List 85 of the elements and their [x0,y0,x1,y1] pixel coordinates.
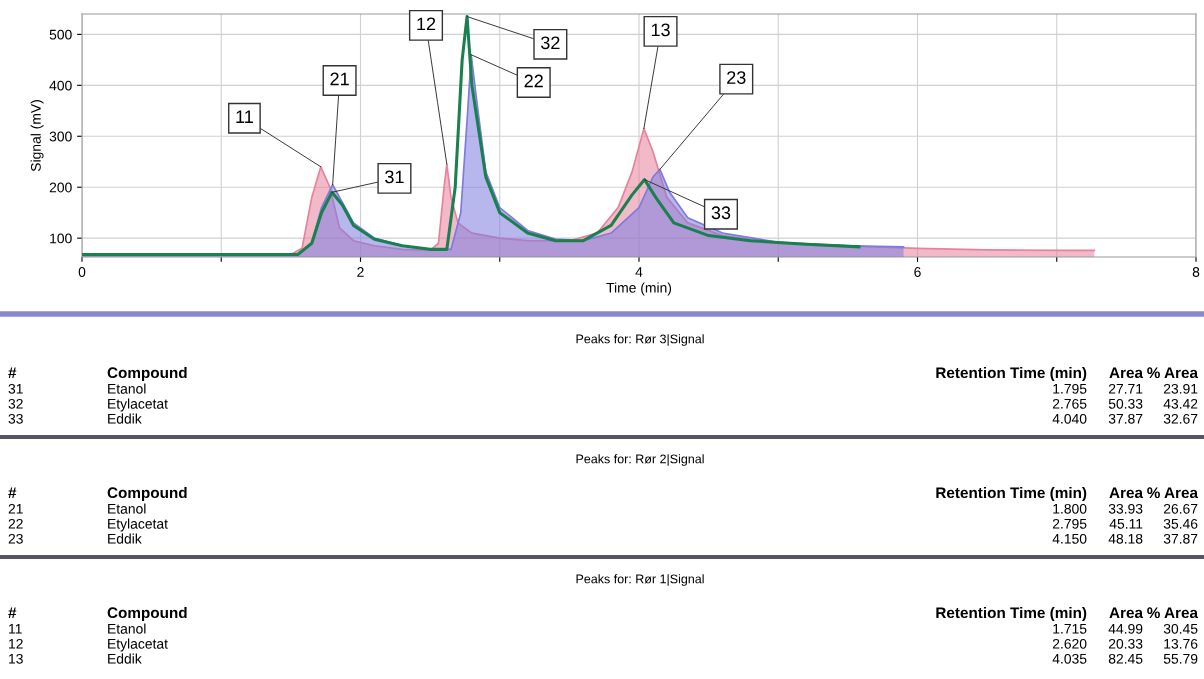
annotation: 13 [651,23,670,37]
text: 82.45 [1108,653,1143,664]
annotation: 32 [541,36,560,50]
text: 1.800 [1053,503,1087,514]
text: 48.18 [1108,533,1143,544]
text: # [8,367,17,378]
text: Eddik [108,533,142,544]
text: Retention Time (min) [936,606,1087,622]
y-tick-label: 400 [49,80,72,91]
text: 1.795 [1053,383,1087,394]
text: 26.67 [1163,503,1198,514]
annotation: 11 [236,110,253,123]
text: 30.45 [1163,623,1198,634]
y-tick-label: 200 [49,182,72,193]
text: Etanol [108,383,146,394]
annotation: 12 [417,17,436,31]
text: 50.33 [1108,398,1143,409]
text: Etylacetat [108,518,168,532]
text: Peaks for: Rør 3|Signal [576,334,704,346]
text: 12 [9,638,23,649]
text: Peaks for: Rør 1|Signal [576,574,704,586]
text: 13.76 [1164,638,1198,649]
text: 37.87 [1108,413,1143,424]
text: 4.035 [1052,653,1087,664]
text: # [8,607,17,618]
text: % Area [1147,487,1199,499]
text: Compound [107,606,187,622]
text: 23.91 [1163,383,1198,394]
text: 23 [8,533,23,544]
text: 2.765 [1052,398,1087,409]
text: 4.150 [1052,533,1087,544]
text: 13 [9,653,23,664]
y-axis-title: Signal (mV) [30,100,44,172]
text: 44.99 [1108,623,1143,634]
text: Etylacetat [108,398,168,412]
text: % Area [1147,367,1199,379]
text: 37.87 [1163,533,1198,544]
annotation: 22 [524,74,543,88]
x-tick-label: 6 [914,267,921,277]
text: 22 [8,518,23,529]
annotation: 31 [385,170,404,184]
text: 2.620 [1052,638,1087,649]
y-tick-label: 500 [49,29,72,40]
text: 33 [8,413,23,424]
text: 35.46 [1163,518,1198,529]
text: 21 [8,503,23,514]
text: 2.795 [1052,518,1087,529]
text: Compound [107,486,187,502]
text: Eddik [108,653,142,664]
text: 33.93 [1108,503,1143,514]
text: Area [1109,607,1144,619]
x-tick-label: 8 [1192,267,1200,277]
text: Retention Time (min) [936,486,1087,502]
line-series [82,15,861,256]
text: Retention Time (min) [936,366,1087,382]
text: 20.33 [1108,638,1143,649]
x-tick-label: 4 [635,267,643,277]
text: 4.040 [1052,413,1087,424]
x-tick-label: 2 [357,267,364,277]
text: Compound [107,366,187,382]
annotation: 23 [727,71,746,84]
text: 32 [8,398,23,409]
text: Etylacetat [108,638,168,652]
text: 32.67 [1163,413,1198,424]
text: Peaks for: Rør 2|Signal [576,454,704,466]
text: Etanol [108,503,146,514]
text: Etanol [108,623,146,634]
y-tick-label: 100 [50,233,72,244]
text: Area [1109,487,1144,499]
text: 27.71 [1108,383,1143,394]
text: 43.42 [1163,398,1198,409]
text: Eddik [108,413,142,424]
y-tick-label: 300 [49,131,72,142]
text: 45.11 [1109,519,1143,529]
text: 31 [8,383,23,394]
text: % Area [1147,607,1199,619]
annotation: 33 [711,206,731,220]
x-axis-title: Time (min) [606,282,672,296]
text: Area [1109,367,1144,379]
x-tick-label: 0 [78,267,86,277]
text: 55.79 [1163,653,1198,664]
text: 1.715 [1053,624,1087,634]
annotation: 21 [330,72,349,86]
text: 11 [9,624,22,634]
text: # [8,487,17,498]
